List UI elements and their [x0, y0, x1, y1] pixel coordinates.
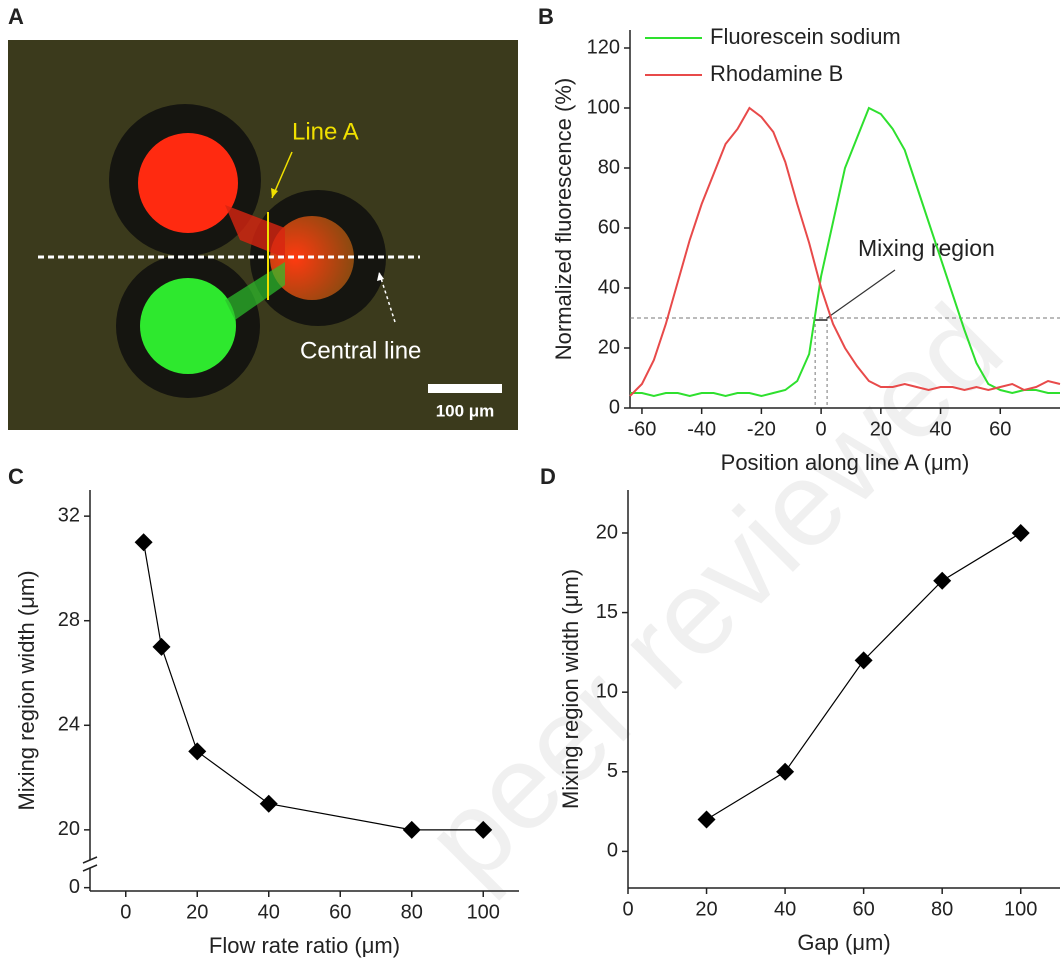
- x-tick-label: -20: [747, 418, 776, 440]
- data-point: [134, 533, 153, 552]
- y-tick-label: 24: [58, 714, 80, 736]
- x-tick-label: -60: [627, 418, 656, 440]
- annotation: Mixing region: [858, 235, 995, 261]
- x-tick-label: 60: [329, 901, 351, 923]
- y-tick-label: 20: [58, 818, 80, 840]
- green-jet: [225, 262, 285, 320]
- x-tick-label: 60: [853, 898, 875, 920]
- panel-label: C: [8, 464, 24, 489]
- y-tick-label: 28: [58, 609, 80, 631]
- panel-label: B: [538, 4, 554, 29]
- y-axis-title: Mixing region width (μm): [558, 569, 583, 809]
- scale-bar-label: 100 μm: [436, 401, 495, 420]
- y-tick-label: 32: [58, 504, 80, 526]
- y-tick-label: 60: [598, 216, 620, 238]
- y-tick-label: 40: [598, 276, 620, 298]
- y-tick-label: 0: [607, 840, 618, 862]
- y-tick-label: 20: [596, 521, 618, 543]
- data-point: [152, 637, 171, 656]
- legend-label: Rhodamine B: [710, 61, 843, 86]
- data-line: [629, 106, 1061, 397]
- axis-break-gap: [84, 860, 96, 868]
- y-tick-label: 5: [607, 760, 618, 782]
- x-tick-label: 100: [1004, 898, 1037, 920]
- x-tick-label: 40: [929, 418, 951, 440]
- micrograph: Line A Central line 100 μm A: [8, 4, 518, 430]
- y-tick-label: 80: [598, 156, 620, 178]
- data-line: [143, 542, 484, 831]
- panel-label: A: [8, 4, 24, 29]
- data-point: [776, 762, 795, 781]
- x-tick-label: 100: [467, 901, 500, 923]
- data-point: [188, 742, 207, 761]
- data-point: [402, 820, 421, 839]
- y-tick-label: 0: [609, 396, 620, 418]
- x-tick-label: 60: [989, 418, 1011, 440]
- green-well: [140, 278, 236, 374]
- x-tick-label: -40: [687, 418, 716, 440]
- data-point: [1011, 523, 1030, 542]
- y-tick-label: 15: [596, 601, 618, 623]
- arrowhead: [377, 272, 384, 281]
- red-jet: [225, 205, 285, 258]
- annotation-arrow: [826, 269, 896, 319]
- x-tick-label: 40: [258, 901, 280, 923]
- y-tick-label: 100: [587, 96, 620, 118]
- y-axis-title: Normalized fluorescence (%): [551, 78, 576, 360]
- y-tick-label: 0: [69, 876, 80, 898]
- panel-label: D: [540, 464, 556, 489]
- x-tick-label: 40: [774, 898, 796, 920]
- data-point: [697, 810, 716, 829]
- central-line-label: Central line: [300, 337, 421, 364]
- x-axis-title: Flow rate ratio (μm): [209, 933, 400, 958]
- x-axis-title: Position along line A (μm): [721, 450, 970, 475]
- data-point: [474, 820, 493, 839]
- legend-label: Fluorescein sodium: [710, 24, 901, 49]
- y-tick-label: 120: [587, 36, 620, 58]
- x-tick-label: 0: [816, 418, 827, 440]
- x-tick-label: 80: [401, 901, 423, 923]
- axis-break: [82, 864, 98, 872]
- data-point: [259, 794, 278, 813]
- x-tick-label: 0: [622, 898, 633, 920]
- arrow: [378, 271, 396, 323]
- x-tick-label: 80: [931, 898, 953, 920]
- y-tick-label: 20: [598, 336, 620, 358]
- line-a-label: Line A: [292, 118, 359, 145]
- y-tick-label: 10: [596, 680, 618, 702]
- data-point: [933, 571, 952, 590]
- data-point: [854, 651, 873, 670]
- red-well: [138, 133, 238, 233]
- x-tick-label: 0: [120, 901, 131, 923]
- x-tick-label: 20: [870, 418, 892, 440]
- arrowhead: [271, 188, 278, 198]
- data-line: [630, 106, 1060, 398]
- x-tick-label: 20: [186, 901, 208, 923]
- x-axis-title: Gap (μm): [797, 930, 890, 955]
- axis-break: [82, 856, 98, 864]
- x-tick-label: 20: [695, 898, 717, 920]
- scale-bar: [428, 384, 502, 393]
- y-axis-title: Mixing region width (μm): [14, 570, 39, 810]
